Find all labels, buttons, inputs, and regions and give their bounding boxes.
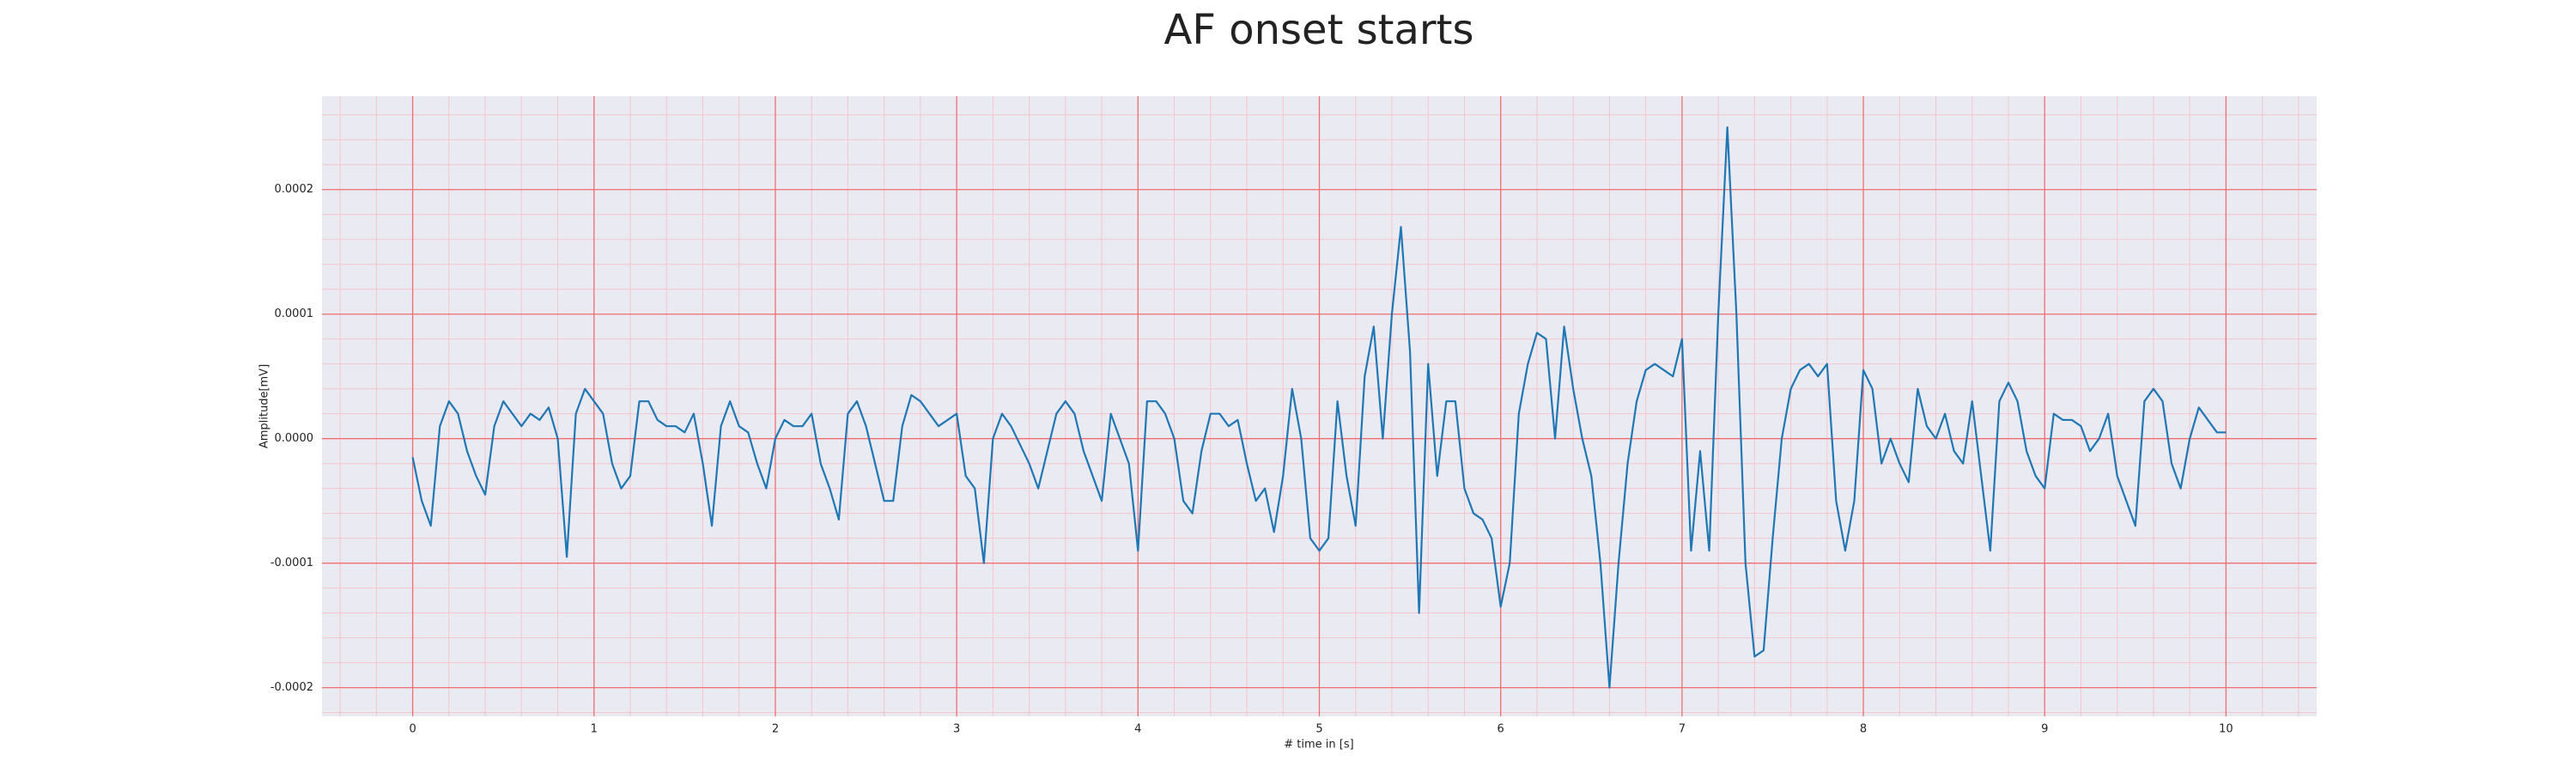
y-tick-label: -0.0001 xyxy=(270,557,313,569)
x-tick-label: 2 xyxy=(772,723,779,736)
x-tick-label: 8 xyxy=(1860,723,1867,736)
y-tick-label: -0.0002 xyxy=(270,681,313,694)
x-tick-label: 4 xyxy=(1134,723,1141,736)
x-tick-label: 5 xyxy=(1315,723,1322,736)
x-tick-label: 7 xyxy=(1679,723,1686,736)
x-tick-label: 9 xyxy=(2041,723,2048,736)
y-tick-label: 0.0001 xyxy=(275,307,314,320)
x-tick-label: 10 xyxy=(2219,723,2233,736)
x-tick-label: 0 xyxy=(409,723,416,736)
x-tick-label: 1 xyxy=(591,723,598,736)
x-tick-label: 3 xyxy=(953,723,960,736)
x-tick-label: 6 xyxy=(1498,723,1504,736)
line-series xyxy=(411,126,2227,689)
x-axis-label: # time in [s] xyxy=(1284,739,1353,752)
chart-title: AF onset starts xyxy=(1164,6,1474,54)
y-tick-label: 0.0002 xyxy=(275,183,314,196)
y-axis-label: Amplitude[mV] xyxy=(258,364,271,448)
y-tick-label: 0.0000 xyxy=(275,432,314,445)
